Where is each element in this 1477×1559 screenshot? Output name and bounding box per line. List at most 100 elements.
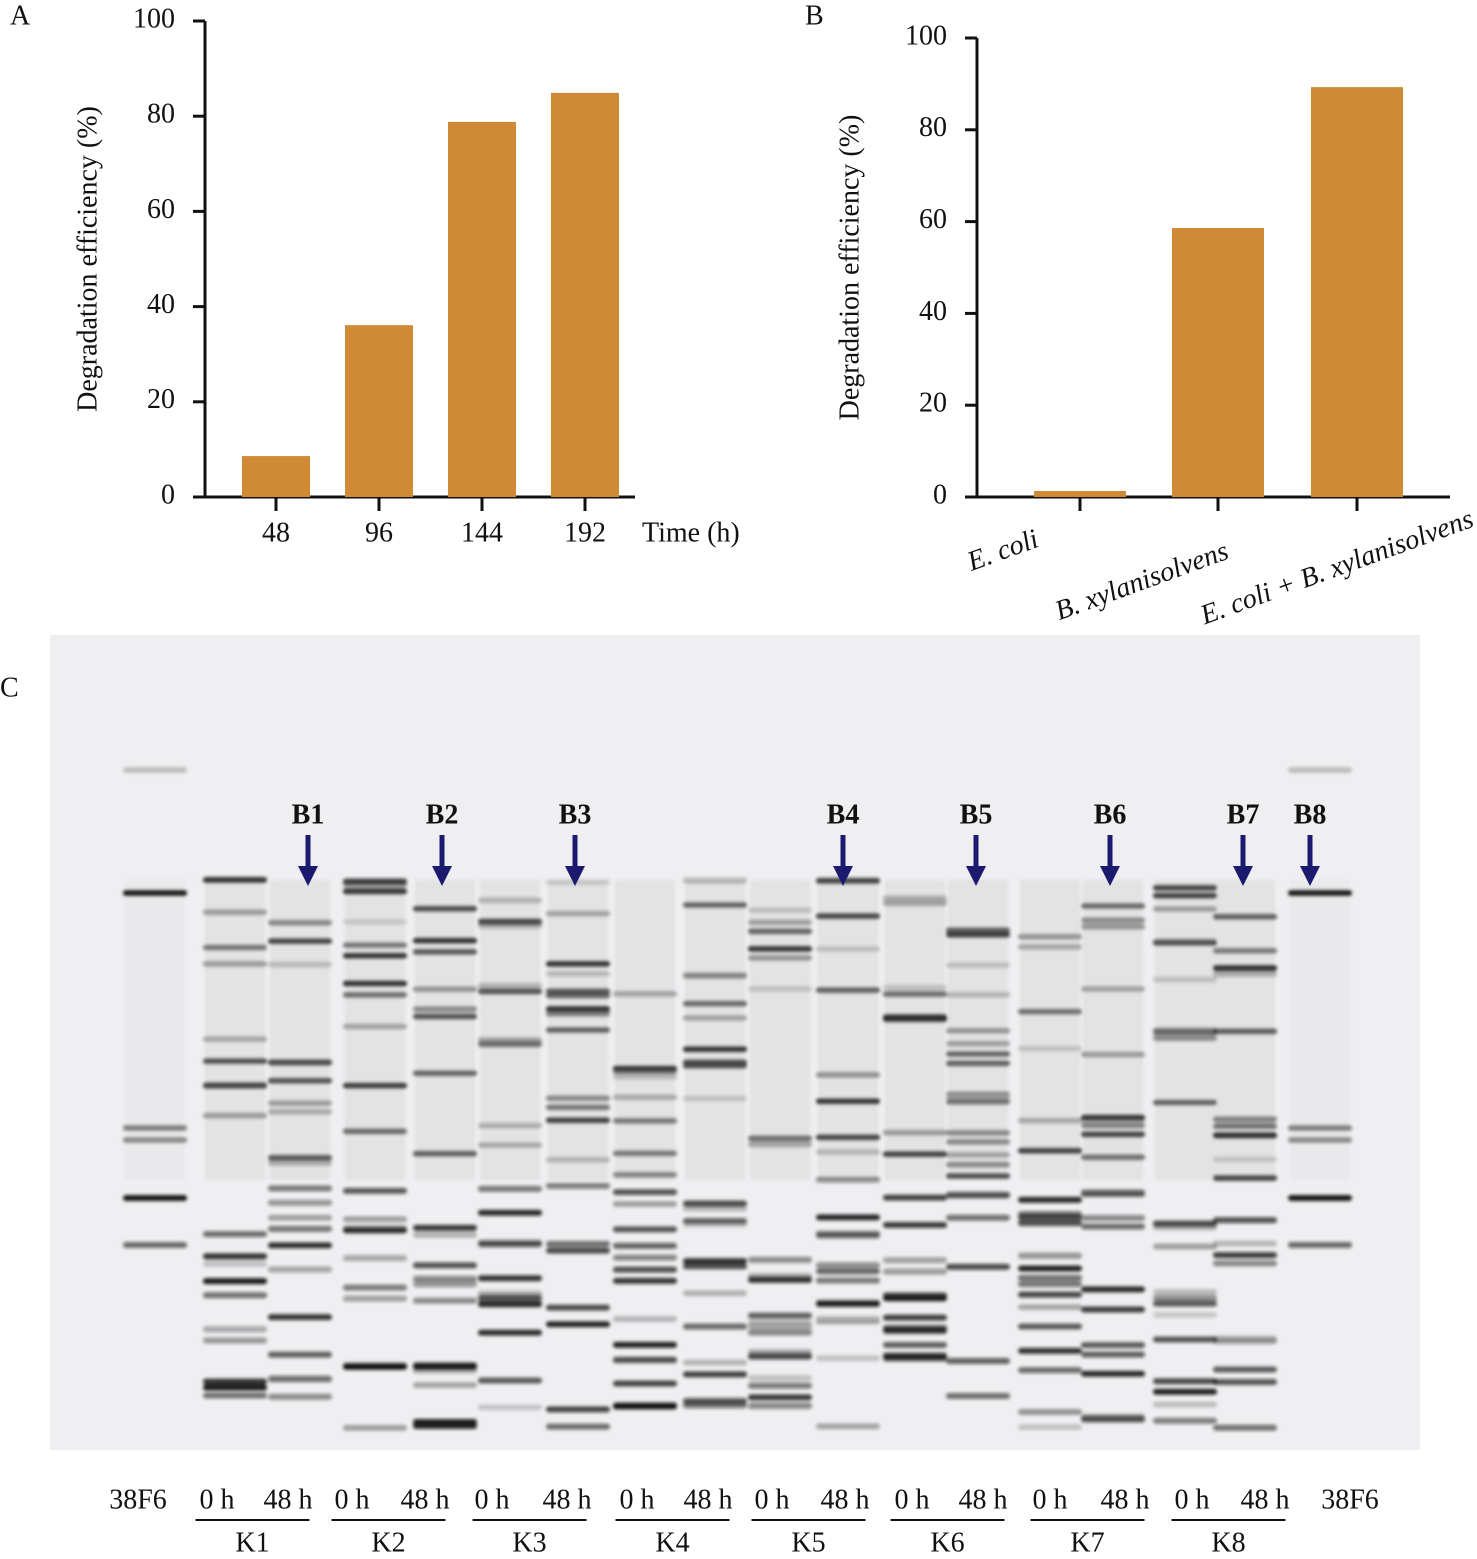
gel-band	[546, 1241, 610, 1248]
gel-band	[613, 1277, 677, 1284]
lane-smear	[548, 880, 608, 1180]
lane-smear	[1290, 880, 1350, 1180]
gel-band	[203, 1260, 267, 1267]
gel-band	[613, 1341, 677, 1348]
lane-smear	[685, 880, 745, 1180]
gel-band	[1018, 1281, 1082, 1288]
x-axis-label: Time (h)	[642, 517, 740, 548]
gel-band	[683, 1205, 747, 1212]
gel-band	[343, 1362, 407, 1369]
y-tick-label: 80	[147, 99, 175, 130]
gel-bands	[123, 767, 1352, 1431]
gel-band	[478, 1404, 542, 1411]
lane-smear	[480, 880, 540, 1180]
gel-band	[1153, 1388, 1217, 1395]
gel-band	[1018, 1408, 1082, 1415]
gel-band	[683, 1218, 747, 1225]
bar	[1311, 87, 1403, 497]
gel-band	[1288, 767, 1352, 773]
bar	[551, 92, 619, 497]
gel-band	[546, 1182, 610, 1189]
gel-band	[546, 1406, 610, 1413]
lane-label: 0 h	[335, 1484, 370, 1515]
gel-band	[413, 1364, 477, 1371]
gel-band	[1213, 1260, 1277, 1267]
x-tick-label: E. coli	[962, 523, 1042, 577]
gel-band	[1153, 1295, 1217, 1302]
lane-label: 38F6	[109, 1484, 167, 1515]
lane-smear	[125, 880, 185, 1180]
panel-label: A	[10, 0, 31, 31]
gel-band	[883, 1314, 947, 1321]
gel-band	[946, 1214, 1010, 1221]
gel-band	[946, 1263, 1010, 1270]
arrow-head	[1233, 866, 1253, 886]
lane-label: 48 h	[684, 1484, 733, 1515]
lane-label: 48 h	[1241, 1484, 1290, 1515]
gel-band	[683, 1200, 747, 1207]
gel-band	[478, 1329, 542, 1336]
band-label: B4	[827, 799, 860, 830]
y-tick-label: 100	[133, 3, 175, 34]
lane-smear	[750, 880, 810, 1180]
gel-band	[613, 1402, 677, 1409]
lane-label: 0 h	[200, 1484, 235, 1515]
lane-label: 48 h	[821, 1484, 870, 1515]
gel-band	[748, 1319, 812, 1326]
group-label: K3	[512, 1527, 546, 1558]
gel-band	[203, 1278, 267, 1285]
panel-label: B	[805, 0, 824, 31]
y-tick-label: 100	[905, 20, 947, 51]
gel-band	[816, 1262, 880, 1269]
gel-band	[1018, 1274, 1082, 1281]
lane-label: 0 h	[620, 1484, 655, 1515]
lane-smear	[205, 880, 265, 1180]
gel-band	[268, 1375, 332, 1382]
gel-band	[613, 1189, 677, 1196]
lane-smear	[818, 880, 878, 1180]
lane-label: 48 h	[401, 1484, 450, 1515]
lane-smear	[415, 880, 475, 1180]
gel-band	[343, 1424, 407, 1431]
gel-band	[883, 1257, 947, 1264]
gel-band	[748, 1312, 812, 1319]
gel-band	[203, 1326, 267, 1333]
gel-band	[1018, 1347, 1082, 1354]
lane-label: 0 h	[895, 1484, 930, 1515]
group-label: K5	[791, 1527, 825, 1558]
y-tick-label: 40	[919, 296, 947, 327]
gel-band	[1153, 1289, 1217, 1296]
gel-band	[1153, 1378, 1217, 1385]
y-tick-label: 20	[919, 388, 947, 419]
x-tick-label: 192	[564, 517, 606, 548]
gel-band	[546, 1423, 610, 1430]
gel-band	[1018, 1265, 1082, 1272]
arrow-head	[432, 866, 452, 886]
gel-band	[1018, 1196, 1082, 1203]
arrow-head	[1100, 866, 1120, 886]
y-axis-label: Degradation efficiency (%)	[72, 106, 103, 412]
lane-smear	[1215, 880, 1275, 1180]
gel-band	[478, 1301, 542, 1308]
gel-band	[478, 1239, 542, 1246]
gel-band	[1018, 1424, 1082, 1431]
group-label: K4	[655, 1527, 689, 1558]
gel-band	[613, 1316, 677, 1323]
gel-band	[613, 1357, 677, 1364]
lane-smear	[615, 880, 675, 1180]
bar	[448, 121, 516, 498]
gel-band	[1018, 1220, 1082, 1227]
gel-band	[413, 1419, 477, 1426]
lane-label: 48 h	[543, 1484, 592, 1515]
gel-band	[883, 1194, 947, 1201]
gel-band	[683, 1371, 747, 1378]
gel-band	[613, 1266, 677, 1273]
gel-band	[1081, 1370, 1145, 1377]
gel-band	[1081, 1215, 1145, 1222]
gel-band	[343, 1295, 407, 1302]
gel-band	[883, 1353, 947, 1360]
bar	[1172, 228, 1264, 497]
gel-band	[1081, 1223, 1145, 1230]
band-label: B5	[960, 799, 993, 830]
gel-band	[613, 1200, 677, 1207]
